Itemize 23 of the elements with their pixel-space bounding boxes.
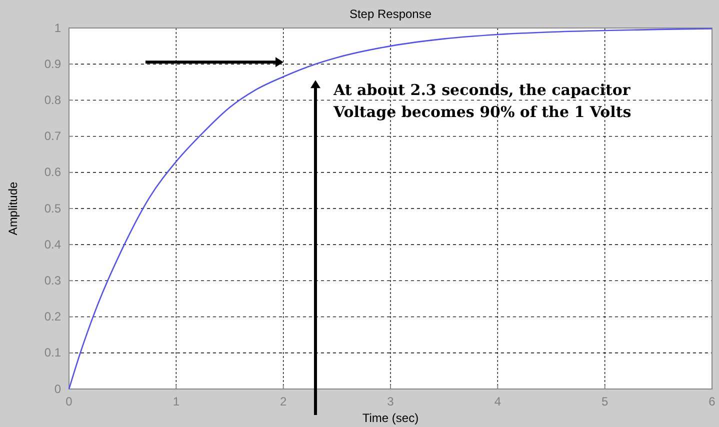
x-tick-label: 5 bbox=[601, 394, 608, 409]
chart-title: Step Response bbox=[349, 7, 432, 21]
y-tick-label: 0.5 bbox=[44, 201, 62, 216]
y-tick-label: 0.1 bbox=[44, 346, 62, 360]
line-series bbox=[68, 28, 713, 390]
y-tick-label: 0.9 bbox=[44, 56, 62, 71]
x-tick-label: 6 bbox=[708, 394, 716, 409]
y-tick-label: 0 bbox=[54, 382, 62, 396]
x-axis-title: Time (sec) bbox=[362, 411, 419, 425]
x-tick-label: 4 bbox=[494, 394, 502, 409]
y-tick-label: 0.4 bbox=[44, 237, 62, 252]
y-tick-label: 1 bbox=[54, 20, 62, 35]
x-tick-label: 3 bbox=[387, 394, 394, 409]
y-tick-label: 0.7 bbox=[44, 129, 62, 144]
x-tick-label: 1 bbox=[172, 394, 180, 409]
y-tick-label: 0.3 bbox=[44, 274, 62, 288]
annotation: At about 2.3 seconds, the capacitor Voltage becomes 90% of the 1 Volts bbox=[332, 81, 632, 122]
y-tick-label: 0.6 bbox=[44, 165, 62, 180]
y-axis-title: Amplitude bbox=[6, 182, 20, 236]
y-tick-label: 0.8 bbox=[44, 93, 62, 108]
x-tick-label: 0 bbox=[66, 394, 73, 409]
y-tick-label: 0.2 bbox=[44, 310, 62, 324]
x-tick-label: 2 bbox=[280, 394, 287, 409]
